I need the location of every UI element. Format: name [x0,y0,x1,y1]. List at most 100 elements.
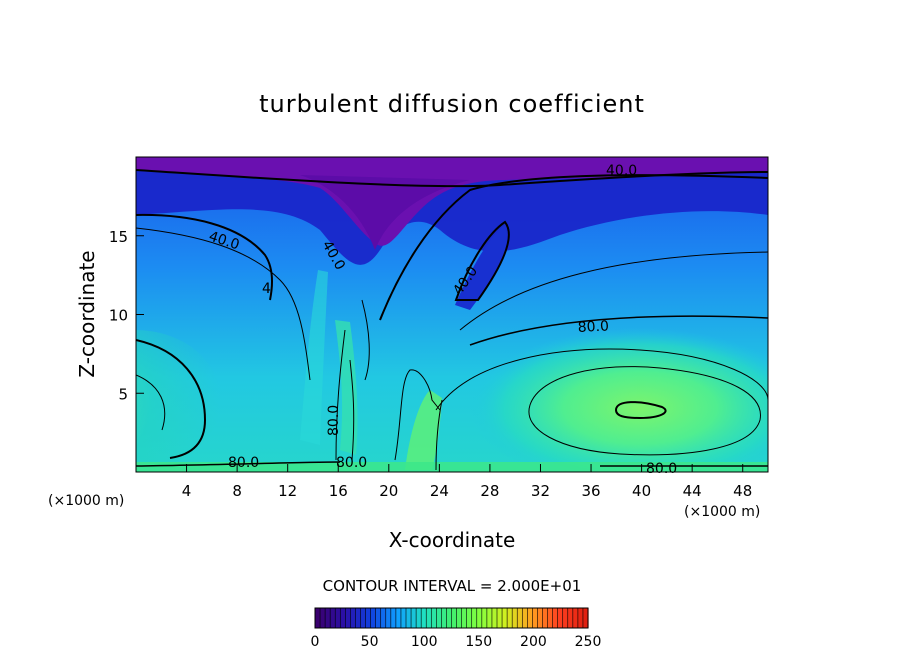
x-unit-label-right: (×1000 m) [684,504,760,520]
contour-label: 80.0 [646,461,677,477]
x-tick-label: 16 [329,482,348,500]
colorbar-swatch [340,608,346,628]
colorbar-swatch [582,608,589,628]
colorbar-swatch [421,608,427,628]
colorbar-swatch [461,608,468,628]
y-tick-label: 5 [118,385,128,403]
contour-line [379,174,768,321]
x-axis: 4 8 12 16 20 24 28 32 36 40 44 48 [182,464,752,500]
contour-line [614,401,667,420]
colorbar-swatch [395,608,402,628]
contour-line [435,399,443,471]
heatmap-updraft-streak [405,390,442,470]
colorbar-ticks: 0 50 100 150 200 250 [311,634,602,650]
heatmap-dark-streak [455,225,507,310]
x-tick-label: 8 [232,482,242,500]
y-tick-label: 15 [109,228,128,246]
colorbar-swatch [315,608,321,628]
chart-title: turbulent diffusion coefficient [259,90,645,118]
colorbar-tick-label: 50 [361,634,379,650]
colorbar-swatch [527,608,533,628]
colorbar-swatch [547,608,554,628]
colorbar-swatch [375,608,382,628]
colorbar-swatch [380,608,387,628]
colorbar-swatch [436,608,442,628]
x-tick-label: 40 [632,482,651,500]
colorbar-swatch [350,608,357,628]
colorbar-swatch [400,608,407,628]
x-tick-label: 28 [480,482,499,500]
colorbar-swatch [411,608,417,628]
colorbar-swatch [416,608,422,628]
contour-label: 80.0 [336,455,367,471]
y-axis-title: Z-coordinate [75,250,99,377]
colorbar-swatch [507,608,513,628]
x-tick-label: 4 [182,482,192,500]
colorbar-swatch [471,608,478,628]
heatmap-right-blob [470,328,768,472]
heatmap-field [136,157,768,472]
colorbar-swatch [572,608,579,628]
colorbar-swatch [335,608,341,628]
colorbar-tick-label: 150 [465,634,492,650]
colorbar-swatch [370,608,377,628]
x-tick-label: 48 [733,482,752,500]
colorbar-swatch [385,608,392,628]
y-tick-label: 10 [109,307,128,325]
contour-line [136,213,273,301]
colorbar-swatch [542,608,549,628]
contour-line [394,369,441,461]
x-tick-label: 44 [683,482,702,500]
colorbar-swatch [466,608,473,628]
colorbar-swatch [446,608,453,628]
contour-line [435,348,768,411]
x-tick-label: 20 [379,482,398,500]
contour-label: 80.0 [577,318,609,336]
colorbar-swatch [451,608,458,628]
colorbar-tick-label: 100 [411,634,438,650]
x-unit-label-left: (×1000 m) [48,493,124,509]
contour-line [361,299,370,381]
colorbar-swatch [426,608,432,628]
contour-line [459,251,768,331]
heatmap-purple-wedge [300,175,470,250]
contour-label: 4 [262,281,271,297]
colorbar-swatch [325,608,331,628]
colorbar-swatch [406,608,412,628]
colorbar [314,607,589,629]
contour-line [528,366,761,456]
contour-line [469,315,768,346]
contour-lines [136,169,768,471]
contour-line [349,359,355,461]
colorbar-swatch [497,608,503,628]
colorbar-swatch [456,608,463,628]
contour-line [454,220,510,301]
colorbar-swatch [532,608,539,628]
colorbar-swatch [345,608,351,628]
colorbar-tick-label: 250 [575,634,602,650]
colorbar-swatch [567,608,574,628]
colorbar-swatch [320,608,326,628]
colorbar-swatch [557,608,564,628]
heatmap-dark-band [136,157,768,265]
contour-line [136,461,341,467]
colorbar-swatch [360,608,367,628]
colorbar-swatch [522,608,528,628]
colorbar-swatch [441,608,448,628]
contour-label: 80.0 [228,455,259,471]
colorbar-swatch [537,608,544,628]
contour-line [136,227,311,381]
colorbar-tick-label: 200 [520,634,547,650]
colorbar-swatch [365,608,372,628]
colorbar-swatch [486,608,493,628]
colorbar-swatch [491,608,498,628]
colorbar-swatch [431,608,437,628]
heatmap-surface-strip [136,462,768,472]
x-tick-label: 24 [430,482,449,500]
colorbar-tick-label: 0 [311,634,320,650]
heatmap-updraft-streak [300,270,328,445]
contour-line [136,374,166,431]
contour-interval-label: CONTOUR INTERVAL = 2.000E+01 [323,577,582,595]
colorbar-swatch [476,608,483,628]
